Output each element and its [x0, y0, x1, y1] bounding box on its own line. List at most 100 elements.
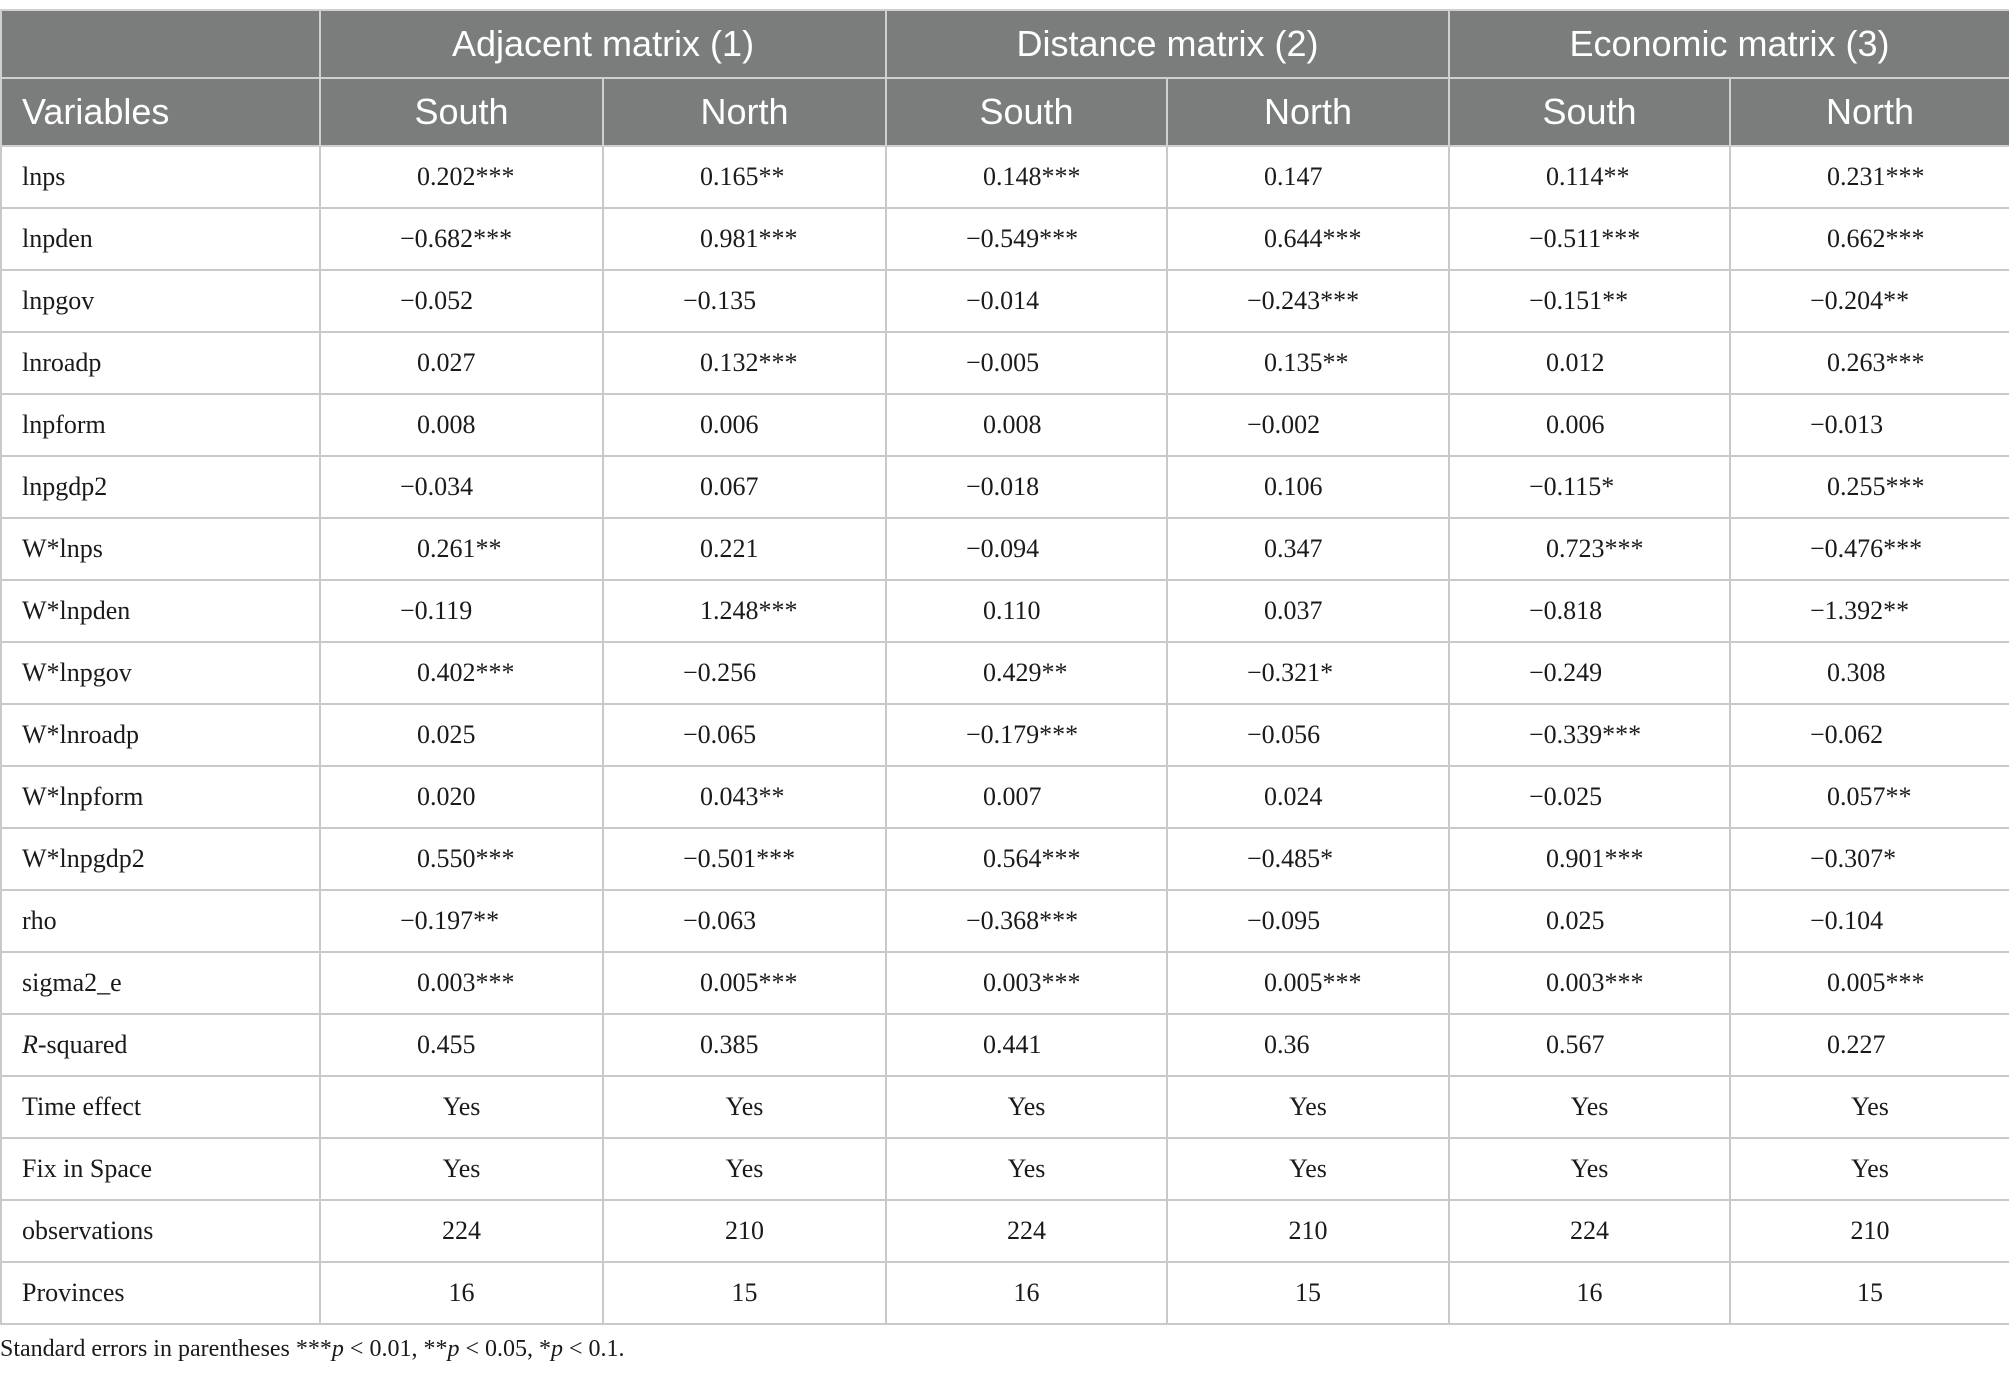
table-cell: 0.550*** — [319, 827, 604, 891]
row-label: rho — [0, 889, 321, 953]
cell-value: 0.024 — [1264, 782, 1323, 811]
cell-value: −0.002 — [1247, 410, 1321, 439]
table-cell: 0.567 — [1448, 1013, 1732, 1077]
cell-value: −0.119 — [400, 596, 473, 625]
cell-value: 0.025 — [417, 720, 476, 749]
table-cell: 0.006 — [1448, 393, 1732, 457]
table-cell: 0.455 — [319, 1013, 604, 1077]
table-row: Provinces 16 15 16 15 16 15 — [0, 1261, 2009, 1325]
cell-value: 0.006 — [700, 410, 759, 439]
cell-value: 0.202*** — [417, 162, 515, 191]
cell-value: −0.135 — [683, 286, 757, 315]
table-cell: 1.248*** — [601, 579, 888, 643]
table-cell: −0.204** — [1729, 269, 2009, 333]
table-cell: 0.006 — [601, 393, 888, 457]
cell-value: −0.063 — [683, 906, 757, 935]
cell-value: 0.165** — [700, 162, 785, 191]
cell-value: 0.255*** — [1827, 472, 1925, 501]
table-cell: −0.682*** — [319, 207, 604, 271]
table-cell: 15 — [1729, 1261, 2009, 1325]
table-cell: −0.119 — [319, 579, 604, 643]
table-header: Adjacent matrix (1) Distance matrix (2) … — [0, 9, 2009, 147]
table-cell: Yes — [885, 1137, 1169, 1201]
table-row: W*lnroadp 0.025 −0.065 −0.179*** −0.056 −0.33… — [0, 703, 2009, 767]
cell-value: 0.550*** — [417, 844, 515, 873]
cell-value: −0.179*** — [966, 720, 1079, 749]
table-cell: 0.402*** — [319, 641, 604, 705]
cell-value: −0.549*** — [966, 224, 1079, 253]
row-label: observations — [0, 1199, 321, 1263]
table-cell: 0.114** — [1448, 145, 1732, 209]
cell-value: 0.132*** — [700, 348, 798, 377]
table-cell: −0.005 — [885, 331, 1169, 395]
cell-value: −0.014 — [966, 286, 1040, 315]
table-cell: 0.308 — [1729, 641, 2009, 705]
cell-value: −0.204** — [1810, 286, 1910, 315]
group-header-row: Adjacent matrix (1) Distance matrix (2) … — [0, 9, 2009, 79]
cell-value: 0.005*** — [1264, 968, 1362, 997]
table-cell: 224 — [319, 1199, 604, 1263]
cell-value: −0.151** — [1529, 286, 1629, 315]
table-cell: −0.511*** — [1448, 207, 1732, 271]
cell-value: 0.662*** — [1827, 224, 1925, 253]
table-row: lnpgdp2 −0.034 0.067 −0.018 0.106 −0.115* 0.25… — [0, 455, 2009, 519]
table-cell: Yes — [1448, 1137, 1732, 1201]
table-cell: −0.179*** — [885, 703, 1169, 767]
table-cell: Yes — [319, 1137, 604, 1201]
table-cell: 0.429** — [885, 641, 1169, 705]
cell-value: −0.501*** — [683, 844, 796, 873]
table-cell: −0.115* — [1448, 455, 1732, 519]
table-cell: 224 — [885, 1199, 1169, 1263]
table-cell: 0.36 — [1166, 1013, 1451, 1077]
table-cell: 0.221 — [601, 517, 888, 581]
row-label: R-squared — [0, 1013, 321, 1077]
table-cell: 0.106 — [1166, 455, 1451, 519]
cell-value: −0.249 — [1529, 658, 1603, 687]
cell-value: −0.243*** — [1247, 286, 1360, 315]
sub-header-north: North — [1166, 77, 1451, 147]
cell-value: 0.564*** — [983, 844, 1081, 873]
sub-header-south: South — [1448, 77, 1732, 147]
cell-value: −0.104 — [1810, 906, 1884, 935]
cell-value: −0.025 — [1529, 782, 1603, 811]
table-cell: −0.002 — [1166, 393, 1451, 457]
cell-value: 0.455 — [417, 1030, 476, 1059]
table-row: Fix in Space Yes Yes Yes Yes Yes Yes — [0, 1137, 2009, 1201]
sub-header-south: South — [319, 77, 604, 147]
table-cell: 0.261** — [319, 517, 604, 581]
table-cell: 0.025 — [1448, 889, 1732, 953]
table-cell: 16 — [885, 1261, 1169, 1325]
table-footnote: Standard errors in parentheses ***p < 0.… — [0, 1336, 625, 1363]
table-cell: −0.065 — [601, 703, 888, 767]
footnote-threshold-1: < 0.01, ** — [343, 1336, 448, 1362]
footnote-p: p — [551, 1336, 563, 1362]
cell-value: 0.027 — [417, 348, 476, 377]
row-label: W*lnpden — [0, 579, 321, 643]
cell-value: 0.901*** — [1546, 844, 1644, 873]
table-cell: 210 — [1166, 1199, 1451, 1263]
table-cell: 0.005*** — [1729, 951, 2009, 1015]
table-row: lnps 0.202*** 0.165** 0.148*** 0.147 0.114** 0… — [0, 145, 2009, 209]
table-row: lnpgov −0.052 −0.135 −0.014 −0.243*** −0.151*… — [0, 269, 2009, 333]
table-row: W*lnpgdp2 0.550*** −0.501*** 0.564*** −0.485… — [0, 827, 2009, 891]
cell-value: −0.321* — [1247, 658, 1334, 687]
table-cell: −0.249 — [1448, 641, 1732, 705]
row-label: lnpform — [0, 393, 321, 457]
table-cell: 0.043** — [601, 765, 888, 829]
cell-value: −0.018 — [966, 472, 1040, 501]
table-cell: −0.197** — [319, 889, 604, 953]
table-cell: −0.485* — [1166, 827, 1451, 891]
row-label: W*lnpform — [0, 765, 321, 829]
table-cell: Yes — [319, 1075, 604, 1139]
table-row: lnroadp 0.027 0.132*** −0.005 0.135** 0.012 0.… — [0, 331, 2009, 395]
cell-value: 0.402*** — [417, 658, 515, 687]
table-cell: −0.014 — [885, 269, 1169, 333]
cell-value: 0.981*** — [700, 224, 798, 253]
table-cell: Yes — [1166, 1075, 1451, 1139]
cell-value: −0.115* — [1529, 472, 1615, 501]
cell-value: −0.818 — [1529, 596, 1603, 625]
table-cell: 0.008 — [885, 393, 1169, 457]
table-cell: 0.005*** — [601, 951, 888, 1015]
table-cell: −0.056 — [1166, 703, 1451, 767]
table-cell: 0.165** — [601, 145, 888, 209]
